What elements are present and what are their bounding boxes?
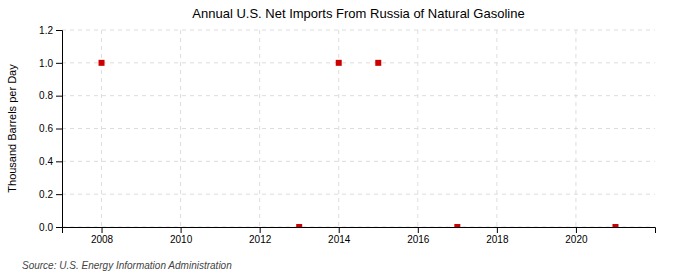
- y-tick-label: 0.4: [39, 156, 53, 167]
- chart: 2008 2010 2012 2014 2016 2018 2020 0.0 0.2 0.4 0.6…: [0, 0, 675, 275]
- marks: [99, 60, 619, 227]
- grid-line-x: [338, 30, 339, 227]
- x-tick-label: 2018: [486, 234, 509, 245]
- y-tick-mark: [56, 161, 62, 162]
- x-tick-label: 2010: [170, 234, 193, 245]
- grid-line-x: [180, 30, 181, 227]
- annotation: Source: U.S. Energy Information Administ…: [22, 260, 232, 271]
- y-axis-title: Thousand Barrels per Day: [6, 64, 18, 193]
- x-tick: 2010: [170, 227, 193, 245]
- grid-line-y: [62, 128, 655, 129]
- point: [336, 60, 342, 66]
- x-tick: 2020: [565, 227, 588, 245]
- y-tick: 0.4: [39, 156, 62, 167]
- grid-line-x: [417, 30, 418, 227]
- x-tick: 2012: [249, 227, 272, 245]
- y-tick-mark: [56, 194, 62, 195]
- x-tick-label: 2012: [249, 234, 272, 245]
- y-tick: 1.2: [39, 25, 62, 36]
- y-axis-line: [56, 31, 63, 228]
- x-tick: 2016: [407, 227, 430, 245]
- x-tick-mark: [497, 227, 498, 233]
- grid-line-y: [62, 161, 655, 162]
- point: [612, 224, 618, 227]
- grid-line-x: [496, 30, 497, 227]
- x-tick-mark: [339, 227, 340, 233]
- grid-line-x: [101, 30, 102, 227]
- y-tick: 1.0: [39, 58, 62, 69]
- grid-line-y: [62, 194, 655, 195]
- y-tick-label: 0.2: [39, 189, 53, 200]
- y-tick-mark: [56, 227, 62, 228]
- point: [296, 224, 302, 227]
- x-tick-label: 2016: [407, 234, 430, 245]
- x-tick: 2008: [91, 227, 114, 245]
- y-tick-mark: [56, 30, 62, 31]
- x-tick-mark: [181, 227, 182, 233]
- x-tick-mark: [260, 227, 261, 233]
- x-tick-mark: [102, 227, 103, 233]
- point: [99, 60, 105, 66]
- x-tick-label: 2008: [91, 234, 114, 245]
- x-tick-mark: [418, 227, 419, 233]
- y-tick-label: 1.0: [39, 58, 53, 69]
- grid-line-x: [259, 30, 260, 227]
- x-axis: 2008 2010 2012 2014 2016 2018 2020: [63, 227, 656, 245]
- x-tick-label: 2014: [328, 234, 351, 245]
- y-tick-label: 0.8: [39, 90, 53, 101]
- x-tick-label: 2020: [565, 234, 588, 245]
- grid: [62, 30, 655, 227]
- y-tick: 0.2: [39, 189, 62, 200]
- y-tick: 0.8: [39, 90, 62, 101]
- x-axis-line: [63, 228, 656, 234]
- x-tick-mark: [576, 227, 577, 233]
- y-tick-label: 0.6: [39, 123, 53, 134]
- grid-line-x: [575, 30, 576, 227]
- point: [375, 60, 381, 66]
- y-tick-label: 1.2: [39, 25, 53, 36]
- y-tick-label: 0.0: [39, 222, 53, 233]
- y-axis: 0.0 0.2 0.4 0.6 0.8 1.0 1.2: [39, 25, 62, 233]
- y-tick: 0.0: [39, 222, 62, 233]
- y-tick-mark: [56, 96, 62, 97]
- y-tick-mark: [56, 129, 62, 130]
- x-tick: 2018: [486, 227, 509, 245]
- y-tick: 0.6: [39, 123, 62, 134]
- grid-line-y: [62, 62, 655, 63]
- x-tick: 2014: [328, 227, 351, 245]
- title: Annual U.S. Net Imports From Russia of N…: [192, 6, 524, 21]
- point: [454, 224, 460, 227]
- plot: 2008 2010 2012 2014 2016 2018 2020 0.0 0.2 0.4 0.6…: [39, 25, 655, 245]
- y-tick-mark: [56, 63, 62, 64]
- grid-line-y: [62, 30, 655, 31]
- grid-line-y: [62, 95, 655, 96]
